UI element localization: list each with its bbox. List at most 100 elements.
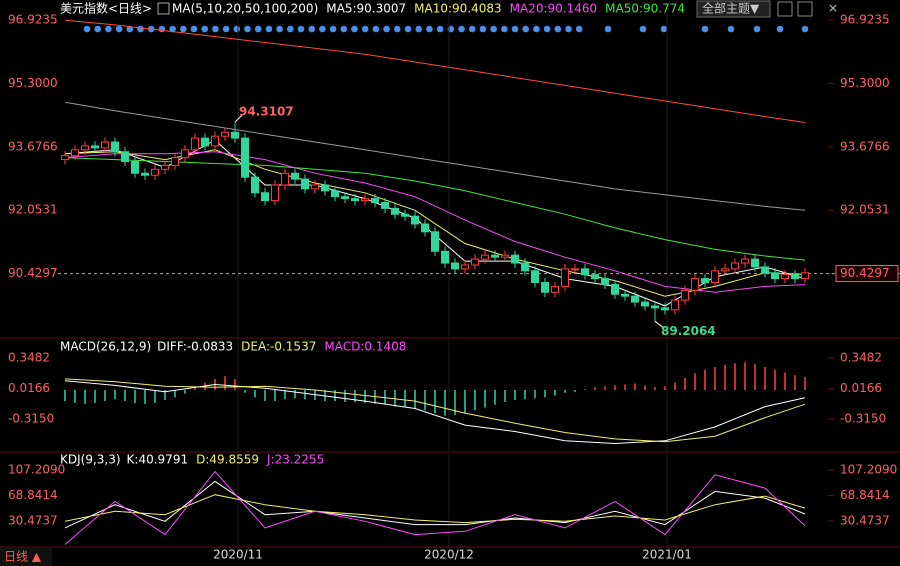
macd-bar xyxy=(614,385,616,390)
macd-bar xyxy=(434,390,436,414)
high-annotation: 94.3107 xyxy=(239,105,294,119)
macd-bar xyxy=(804,377,806,390)
candle-body xyxy=(451,262,459,270)
macd-bar xyxy=(664,386,666,390)
macd-bar xyxy=(774,369,776,390)
macd-bar xyxy=(764,366,766,390)
candle-body xyxy=(561,268,569,287)
period-tab-label[interactable]: 日线 ▲ xyxy=(4,550,42,564)
macd-bar xyxy=(504,390,506,402)
macd-bar xyxy=(634,383,636,390)
candle-body xyxy=(341,196,349,200)
macd-bar xyxy=(444,390,446,416)
candle-body xyxy=(641,301,649,307)
event-dot xyxy=(394,25,401,33)
candle-body xyxy=(331,190,339,198)
macd-bar xyxy=(154,390,156,403)
candle-body xyxy=(741,258,749,264)
event-dot xyxy=(212,25,219,33)
event-dot xyxy=(639,25,647,33)
candle-body xyxy=(291,172,299,180)
y-tick-label-right: 96.9235 xyxy=(840,13,890,27)
event-dot xyxy=(94,25,101,33)
candle-body xyxy=(471,258,479,266)
candle-body xyxy=(131,161,139,174)
event-dot xyxy=(254,25,262,33)
macd-bar xyxy=(754,364,756,390)
macd-bar xyxy=(554,390,556,396)
macd-bar xyxy=(144,390,146,404)
candle-body xyxy=(371,198,379,204)
candle-body xyxy=(301,178,309,190)
event-dot xyxy=(604,25,612,33)
macd-bar xyxy=(644,385,646,390)
indicator-line xyxy=(64,101,806,211)
y-tick-label: 96.9235 xyxy=(8,13,58,27)
macd-bar xyxy=(474,390,476,411)
macd-bar xyxy=(74,390,76,403)
icon-button[interactable] xyxy=(797,1,813,17)
candle-body xyxy=(681,289,689,301)
macd-bar xyxy=(304,390,306,400)
macd-bar xyxy=(284,390,286,400)
legend-label: MA5:90.3007 xyxy=(326,2,406,16)
legend-label: K:40.9791 xyxy=(127,453,189,467)
indicator-line xyxy=(64,157,806,261)
candle-body xyxy=(731,262,739,270)
event-dot xyxy=(701,25,709,33)
macd-bar xyxy=(534,390,536,399)
candle-body xyxy=(671,299,679,311)
legend-label: DIFF:-0.0833 xyxy=(157,340,233,354)
event-dot xyxy=(361,25,369,33)
legend-label: MA(5,10,20,50,100,200) xyxy=(172,2,318,16)
y-tick-label: 92.0531 xyxy=(8,203,58,217)
event-dot xyxy=(543,25,551,33)
event-dot xyxy=(660,25,668,33)
candle-body xyxy=(441,250,449,264)
indicator-line xyxy=(64,380,806,445)
macd-bar xyxy=(414,390,416,409)
candle-body xyxy=(631,295,639,303)
candle-body xyxy=(491,254,499,258)
legend-label: 美元指数<日线> xyxy=(60,1,152,16)
event-dot xyxy=(351,25,358,33)
y-tick-label-right: 68.8414 xyxy=(840,488,890,502)
indicator-icon[interactable] xyxy=(157,2,170,15)
close-button[interactable]: ✕ xyxy=(828,2,838,16)
y-tick-label: 68.8414 xyxy=(8,488,58,502)
macd-bar xyxy=(394,390,396,407)
event-dot xyxy=(511,25,519,33)
theme-button[interactable] xyxy=(696,0,771,18)
y-tick-label-right: 93.6766 xyxy=(840,139,890,153)
candle-body xyxy=(711,270,719,284)
macd-bar xyxy=(224,376,226,390)
event-dot xyxy=(276,25,283,33)
period-tab[interactable] xyxy=(0,548,52,566)
legend-label: MA20:90.1460 xyxy=(510,2,598,16)
candle-body xyxy=(121,151,129,163)
legend-label: MACD:0.1408 xyxy=(324,340,406,354)
candle-body xyxy=(781,274,789,280)
macd-bar xyxy=(64,390,66,402)
candle-body xyxy=(421,223,429,233)
candle-body xyxy=(771,272,779,280)
macd-bar xyxy=(274,390,276,402)
event-dot xyxy=(575,25,583,33)
theme-button-label[interactable]: 全部主题▼ xyxy=(702,1,760,16)
icon-button[interactable] xyxy=(777,1,793,17)
event-dot xyxy=(801,25,809,33)
event-dot xyxy=(137,25,144,33)
macd-bar xyxy=(104,390,106,402)
candle-body xyxy=(701,278,709,284)
candle-body xyxy=(571,268,579,271)
macd-bar xyxy=(454,390,456,415)
low-pointer xyxy=(654,320,664,328)
macd-bar xyxy=(564,390,566,393)
last-price-label: 90.4297 xyxy=(840,266,890,280)
indicator-line xyxy=(64,378,806,443)
macd-bar xyxy=(264,390,266,402)
candle-body xyxy=(161,164,169,170)
macd-bar xyxy=(714,366,716,390)
candle-body xyxy=(381,202,389,209)
